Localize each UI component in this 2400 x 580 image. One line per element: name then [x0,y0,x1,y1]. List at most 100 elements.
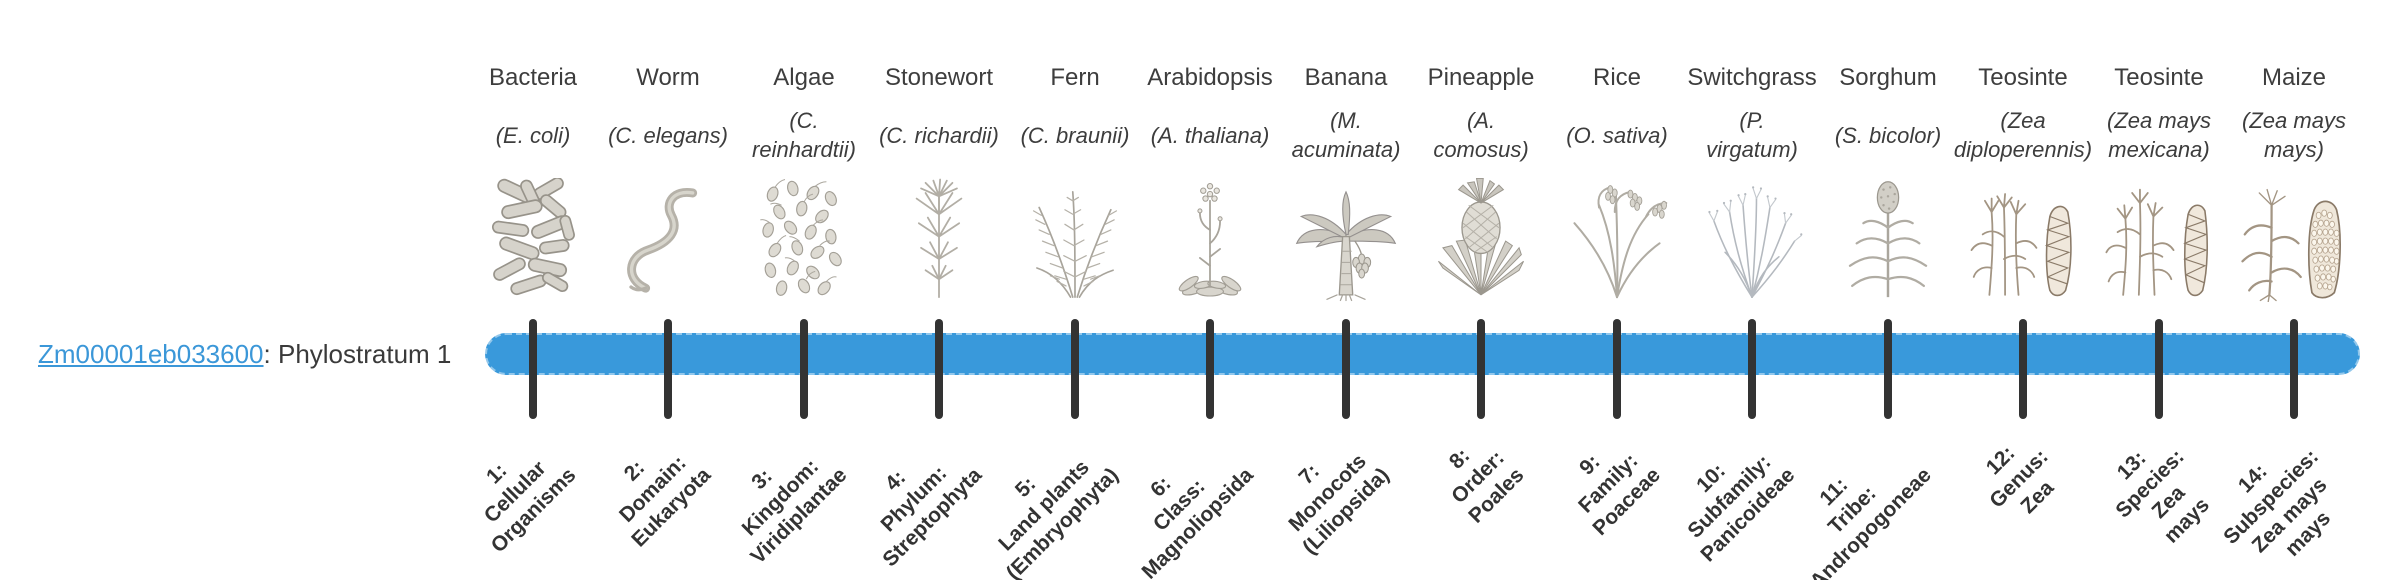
organism-illustration [463,170,603,302]
organism-species-line: comosus) [1433,137,1529,162]
organism-name: Fern [1050,64,1100,91]
stratum-label: 4: Phylum: Streptophyta [841,426,988,573]
stratum-label: 8: Order: Poales [1427,426,1530,529]
organism-species-line: reinhardtii) [752,137,856,162]
algae-icon [760,179,842,296]
tick-mark [1748,319,1756,419]
organism-name: Maize [2261,64,2327,91]
organism-illustration [2089,170,2229,302]
bacteria-icon [491,178,575,296]
tick-mark [1477,319,1485,419]
organism-species: (C. elegans) [588,100,748,170]
organism-species-line: (A. thaliana) [1150,122,1270,148]
maize-icon [2241,188,2341,302]
organism-species-line: (O. sativa) [1566,122,1668,148]
organism-species-line: (Zea mays [2242,108,2346,133]
organism-name: Algae [773,64,835,91]
organism-name: Teosinte [2114,64,2204,91]
organism-species-line: (Zea mays [2107,108,2211,133]
organism-name: Pineapple [1427,64,1535,91]
organism-species-line: (S. bicolor) [1834,122,1942,148]
organism-illustration [1411,170,1551,302]
stratum-label: 5: Land plants (Embryophyta) [964,426,1124,580]
tick-mark [2290,319,2298,419]
fern-icon [1032,191,1118,298]
arabidopsis-icon [1178,183,1242,297]
organism-name: Worm [636,64,700,91]
organism-species-line: (Zea [2000,108,2046,133]
stratum-label: 2: Domain: Eukaryota [590,426,717,553]
stonewort-icon [915,178,963,299]
organism-name: Bacteria [488,64,578,91]
tick-mark [935,319,943,419]
organism-species-line: (C. elegans) [608,122,728,148]
organism-name: Sorghum [1839,64,1937,91]
organism-species: (Zea mays mays) [2214,100,2374,170]
banana-icon [1295,190,1397,302]
gene-link[interactable]: Zm00001eb033600 [38,339,264,369]
tick-mark [664,319,672,419]
organism-name: Switchgrass [1687,64,1817,91]
stratum-label: 7: Monocots (Liliopsida) [1261,426,1395,560]
organism-species-line: acuminata) [1291,137,1401,162]
organism-species-line: virgatum) [1706,137,1798,162]
organism-species-line: (C. richardii) [879,122,999,148]
organism-species: (A. comosus) [1401,100,1561,170]
stratum-label: 3: Kingdom: Viridiplantae [709,426,853,570]
teosinte-diplo-icon [1970,193,2072,297]
stratum-label: 9: Family: Poaceae [1551,426,1666,541]
tick-mark [1884,319,1892,419]
organism-species-line: diploperennis) [1953,137,2093,162]
organism-illustration [1276,170,1416,302]
organism-illustration [869,170,1009,302]
organism-illustration [598,170,738,302]
organism-species: (C. reinhardtii) [724,100,884,170]
organism-illustration [2224,170,2364,302]
stratum-label: 12: Genus: Zea [1966,426,2072,532]
organism-species-line: (A. [1466,108,1496,133]
organism-species-line: (M. [1330,108,1362,133]
organism-species: (P. virgatum) [1672,100,1832,170]
tick-mark [2155,319,2163,419]
organism-name: Rice [1592,64,1641,91]
organism-species: (C. richardii) [859,100,1019,170]
organism-species: (S. bicolor) [1808,100,1968,170]
teosinte-mex-icon [2105,188,2208,297]
organism-species: (C. braunii) [995,100,1155,170]
stratum-label: 14: Subspecies: Zea mays mays [2201,426,2362,580]
organism-illustration [734,170,874,302]
tick-mark [1342,319,1350,419]
organism-species: (A. thaliana) [1130,100,1290,170]
organism-name: Banana [1304,64,1388,91]
organism-species-line: (C. [789,108,819,133]
organism-species: (Zea mays mexicana) [2079,100,2239,170]
organism-name: Arabidopsis [1147,64,1273,91]
pineapple-icon [1438,178,1525,296]
tick-mark [1613,319,1621,419]
organism-species-line: (E. coli) [495,122,571,148]
gene-label-suffix: : Phylostratum 1 [263,339,452,369]
tick-mark [800,319,808,419]
stratum-label: 6: Class: Magnoliopsida [1100,426,1259,580]
organism-species: (Zea diploperennis) [1943,100,2103,170]
tick-mark [1206,319,1214,419]
organism-species: (O. sativa) [1537,100,1697,170]
organism-illustration [1547,170,1687,302]
sorghum-icon [1848,181,1928,298]
organism-illustration [1140,170,1280,302]
stratum-label: 1: Cellular Organisms [449,426,582,559]
tick-mark [2019,319,2027,419]
organism-species-line: mays) [2264,137,2324,162]
switchgrass-icon [1708,186,1803,298]
organism-name: Teosinte [1978,64,2068,91]
organism-name: Stonewort [884,64,994,91]
organism-species-line: mexicana) [2108,137,2210,162]
organism-illustration [1005,170,1145,302]
timeline-bar [485,333,2360,375]
organism-species: (E. coli) [453,100,613,170]
organism-illustration [1953,170,2093,302]
organism-illustration [1818,170,1958,302]
tick-mark [529,319,537,419]
organism-species: (M. acuminata) [1266,100,1426,170]
